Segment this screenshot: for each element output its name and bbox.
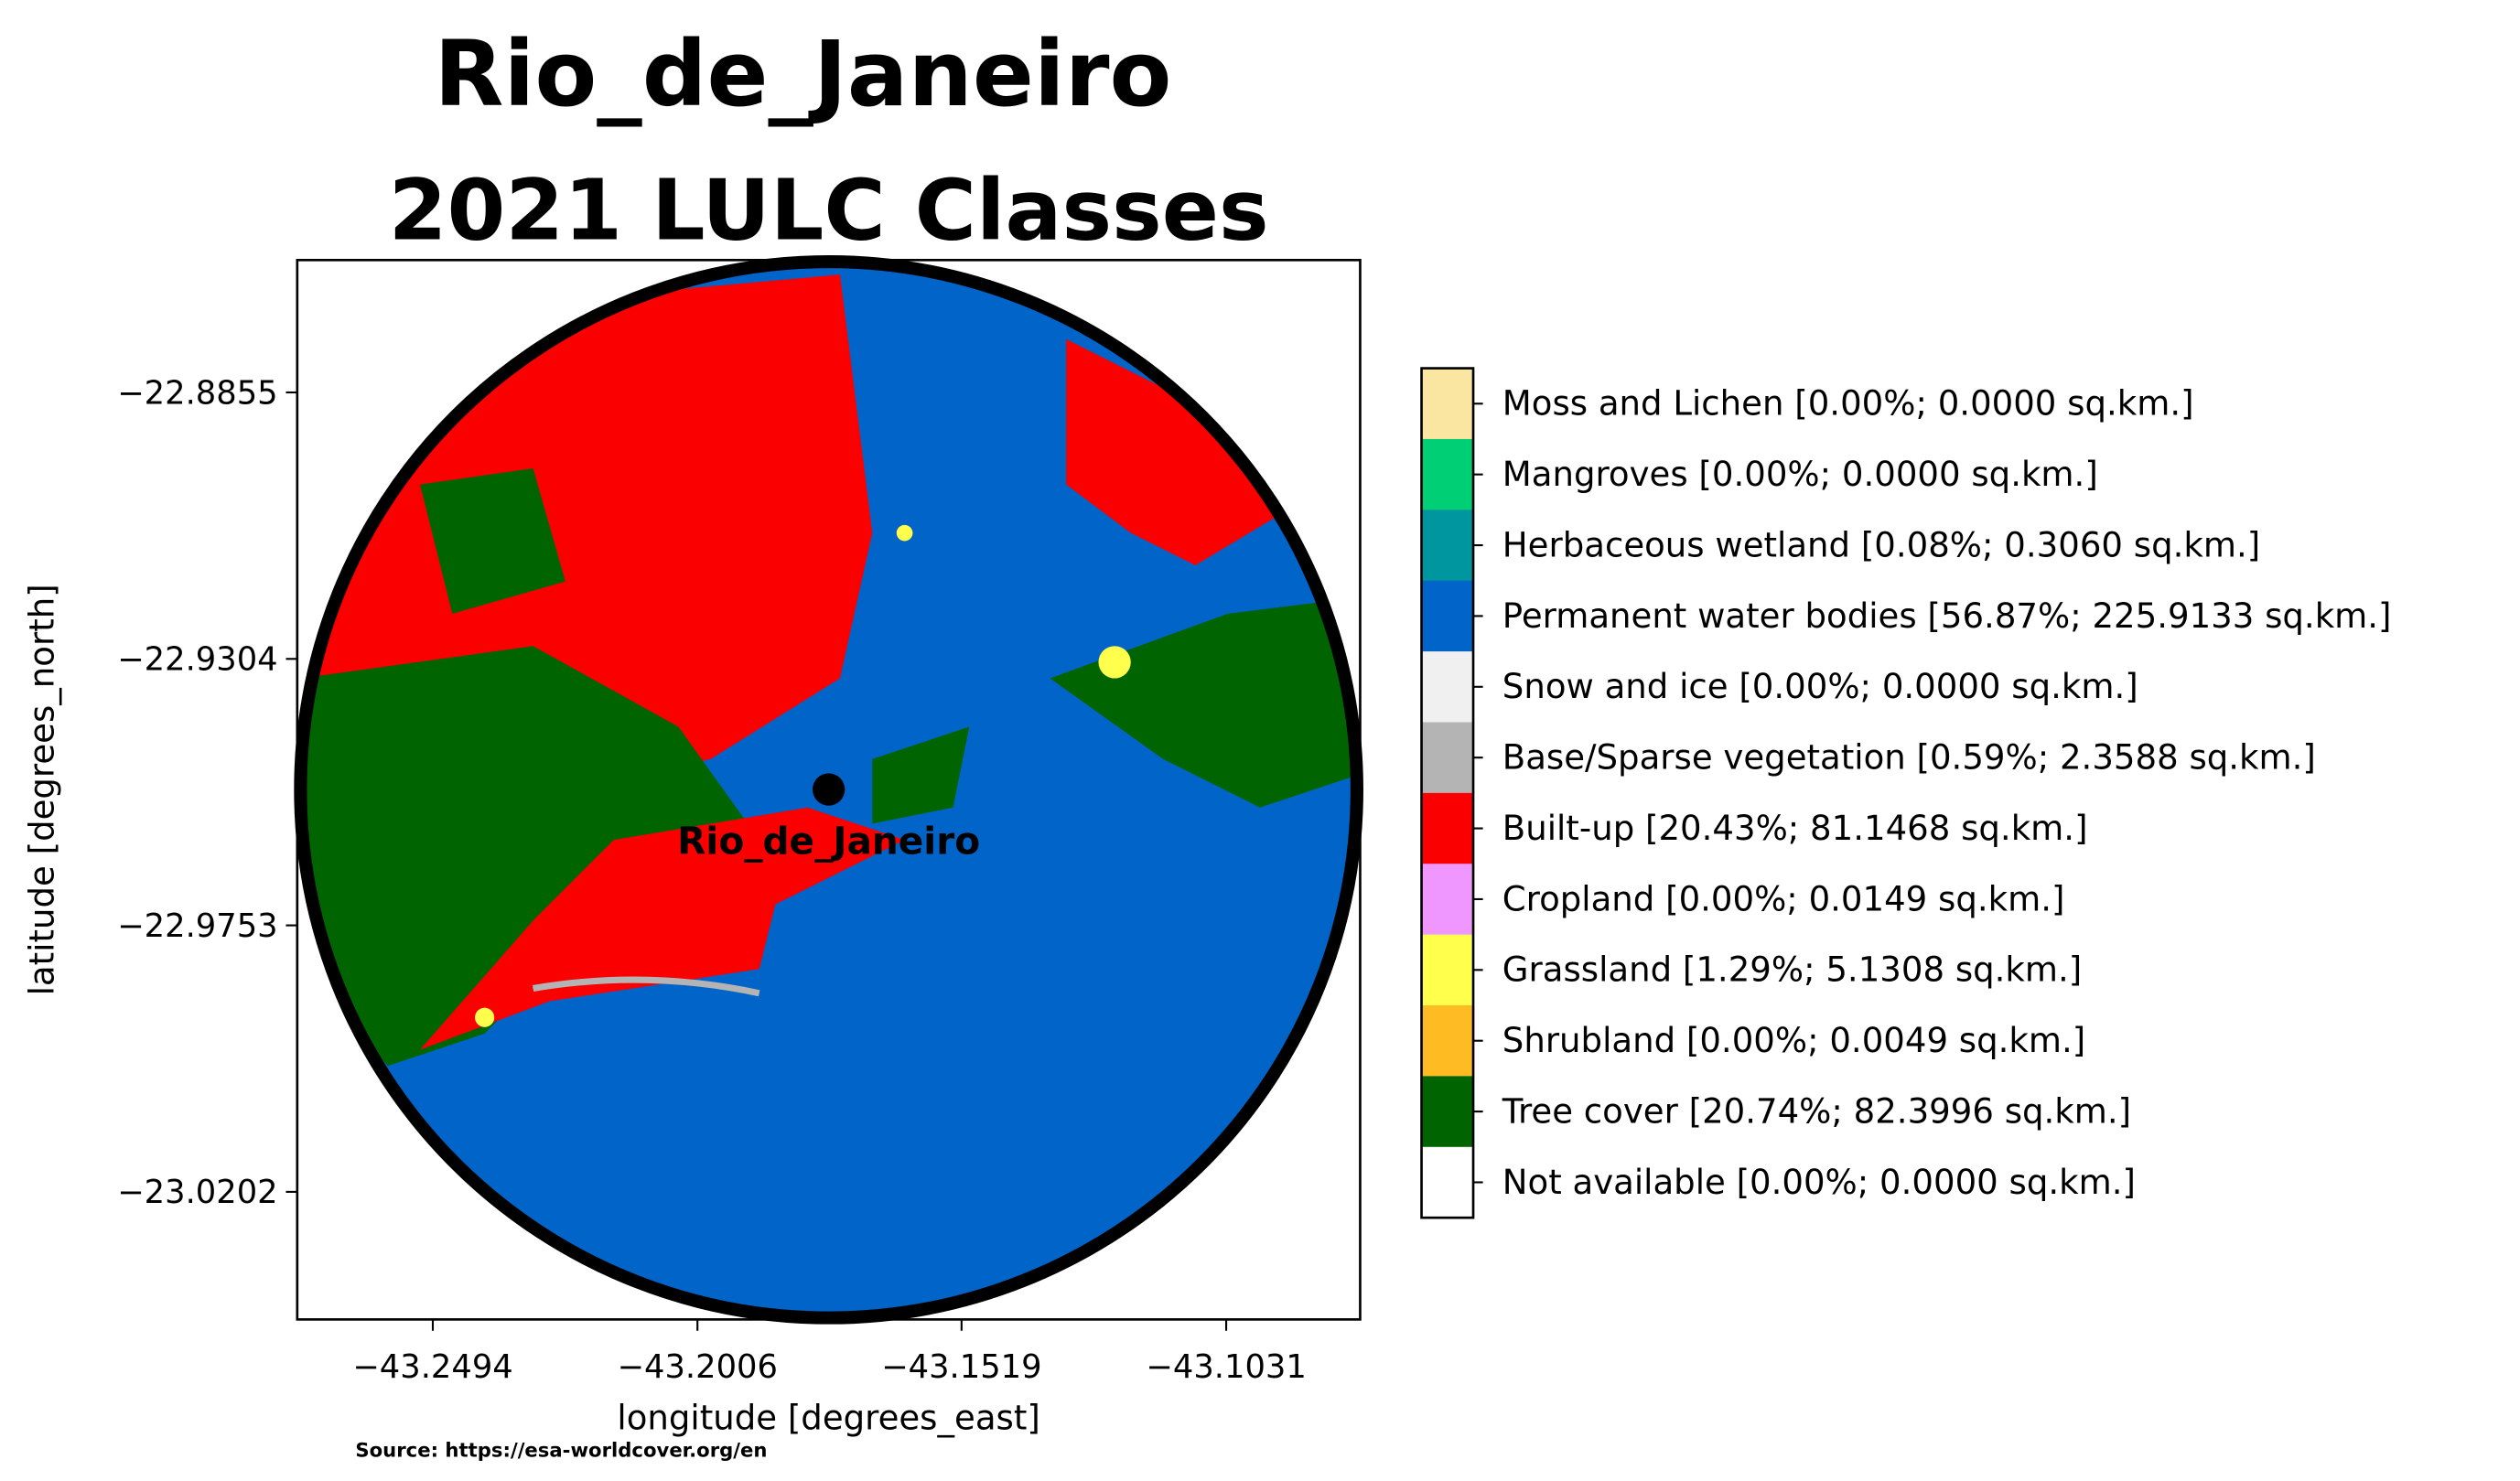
- legend-swatch: [1421, 1146, 1474, 1219]
- y-tick-label: −22.8855: [117, 374, 278, 412]
- legend-swatch: [1421, 510, 1474, 582]
- legend-label: Not available [0.00%; 0.0000 sq.km.]: [1502, 1163, 2136, 1202]
- legend-swatch: [1421, 792, 1474, 865]
- legend-label: Moss and Lichen [0.00%; 0.0000 sq.km.]: [1502, 384, 2194, 424]
- source-note: Source: https://esa-worldcover.org/en: [355, 1438, 767, 1461]
- x-axis-label: longitude [degrees_east]: [617, 1398, 1039, 1437]
- chart-subtitle: 2021 LULC Classes: [389, 161, 1269, 259]
- y-axis-label: latitude [degrees_north]: [22, 584, 61, 995]
- axes-frame: [296, 258, 1362, 1321]
- legend-label: Shrubland [0.00%; 0.0049 sq.km.]: [1502, 1021, 2085, 1060]
- legend-swatch: [1421, 722, 1474, 794]
- city-label: Rio_de_Janeiro: [677, 820, 980, 864]
- legend-label: Mangroves [0.00%; 0.0000 sq.km.]: [1502, 455, 2098, 494]
- legend-frame: [1420, 367, 1475, 1219]
- x-tick-label: −43.2494: [352, 1348, 513, 1386]
- legend-label: Cropland [0.00%; 0.0149 sq.km.]: [1502, 879, 2065, 918]
- legend-label: Base/Sparse vegetation [0.59%; 2.3588 sq…: [1502, 738, 2316, 778]
- legend-label: Tree cover [20.74%; 82.3996 sq.km.]: [1502, 1091, 2131, 1131]
- y-tick-label: −22.9304: [117, 641, 278, 679]
- legend-swatch: [1421, 934, 1474, 1006]
- x-tick-label: −43.1519: [881, 1348, 1042, 1386]
- legend-swatch: [1421, 1076, 1474, 1148]
- legend-swatch: [1421, 580, 1474, 652]
- y-tick-label: −22.9753: [117, 907, 278, 945]
- legend-swatch: [1421, 864, 1474, 936]
- y-tick-label: −23.0202: [117, 1174, 278, 1211]
- buffer-circle: [294, 255, 1363, 1325]
- legend-swatch: [1421, 651, 1474, 724]
- legend-swatch: [1421, 438, 1474, 511]
- legend-label: Herbaceous wetland [0.08%; 0.3060 sq.km.…: [1502, 525, 2260, 564]
- city-point: [812, 773, 845, 806]
- legend-swatch: [1421, 1005, 1474, 1078]
- legend-label: Snow and ice [0.00%; 0.0000 sq.km.]: [1502, 667, 2138, 706]
- x-tick-label: −43.2006: [617, 1348, 778, 1386]
- legend-label: Grassland [1.29%; 5.1308 sq.km.]: [1502, 950, 2082, 990]
- legend-label: Permanent water bodies [56.87%; 225.9133…: [1502, 596, 2392, 636]
- legend-swatch: [1421, 368, 1474, 440]
- x-tick-label: −43.1031: [1146, 1348, 1307, 1386]
- chart-title: Rio_de_Janeiro: [434, 22, 1171, 127]
- legend-label: Built-up [20.43%; 81.1468 sq.km.]: [1502, 809, 2088, 848]
